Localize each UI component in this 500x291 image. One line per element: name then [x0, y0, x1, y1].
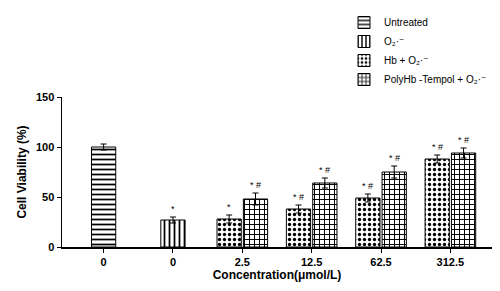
svg-text:100: 100 [36, 141, 54, 153]
svg-text:50: 50 [42, 191, 54, 203]
svg-text:* #: * # [389, 153, 400, 163]
svg-text:0: 0 [170, 256, 176, 268]
svg-text:* #: * # [458, 135, 469, 145]
svg-text:312.5: 312.5 [437, 256, 465, 268]
svg-text:Cell Viability (%): Cell Viability (%) [15, 125, 29, 218]
svg-text:0: 0 [48, 241, 54, 253]
svg-text:* #: * # [250, 180, 261, 190]
svg-text:O₂·⁻: O₂·⁻ [384, 36, 404, 47]
svg-text:*: * [171, 204, 175, 214]
svg-text:150: 150 [36, 91, 54, 103]
svg-text:12.5: 12.5 [301, 256, 322, 268]
svg-text:Untreated: Untreated [384, 17, 428, 28]
svg-text:62.5: 62.5 [370, 256, 391, 268]
svg-text:0: 0 [101, 256, 107, 268]
svg-text:* #: * # [319, 165, 330, 175]
svg-text:* #: * # [432, 142, 443, 152]
svg-text:Concentration(μmol/L): Concentration(μmol/L) [213, 268, 342, 282]
svg-text:2.5: 2.5 [235, 256, 250, 268]
svg-text:* #: * # [362, 181, 373, 191]
svg-text:PolyHb -Tempol + O₂·⁻: PolyHb -Tempol + O₂·⁻ [384, 74, 486, 85]
svg-text:Hb + O₂·⁻: Hb + O₂·⁻ [384, 55, 428, 66]
svg-text:*: * [227, 202, 231, 212]
svg-text:* #: * # [293, 192, 304, 202]
